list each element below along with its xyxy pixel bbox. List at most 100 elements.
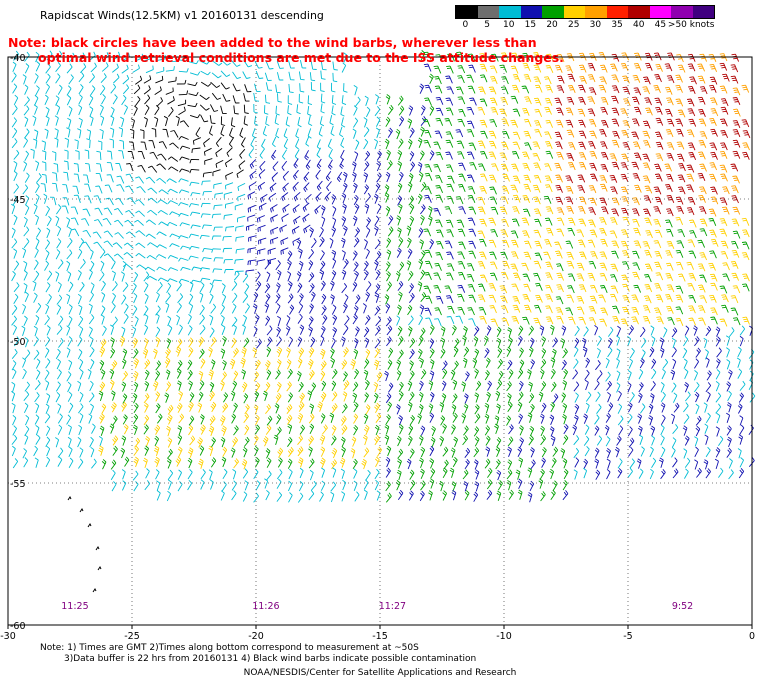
wind-barb	[220, 70, 231, 77]
wind-barb	[651, 358, 657, 369]
wind-barb	[632, 74, 641, 83]
wind-barb	[486, 479, 493, 490]
wind-barb	[89, 291, 94, 302]
wind-barb	[501, 141, 509, 150]
wind-barb	[191, 147, 201, 153]
wind-barb	[255, 457, 260, 468]
wind-barb	[23, 457, 29, 468]
wind-barb	[147, 242, 158, 248]
wind-barb	[110, 390, 116, 401]
wind-barb	[452, 456, 458, 468]
wind-barb	[468, 142, 477, 151]
wind-barb	[46, 270, 53, 281]
wind-barb	[660, 382, 665, 393]
wind-barb	[165, 66, 175, 72]
wind-barb	[73, 163, 80, 173]
wind-barb	[137, 150, 145, 160]
wind-barb	[397, 227, 402, 238]
wind-barb	[442, 490, 448, 501]
wind-barb	[563, 468, 569, 480]
wind-barb	[577, 108, 586, 117]
wind-barb	[67, 496, 72, 501]
wind-barb	[479, 74, 488, 83]
wind-barb	[287, 446, 294, 457]
wind-barb	[545, 84, 553, 93]
wind-barb	[364, 314, 371, 325]
wind-barb	[433, 272, 442, 281]
wind-barb	[445, 139, 454, 148]
wind-barb	[605, 357, 610, 369]
wind-barb	[319, 434, 326, 445]
wind-barb	[675, 294, 684, 303]
wind-barb	[464, 371, 470, 382]
wind-barb	[363, 260, 369, 271]
wind-barb	[240, 357, 246, 368]
wind-barb	[496, 326, 502, 338]
wind-barb	[722, 262, 730, 271]
wind-barb	[552, 446, 559, 457]
x-tick-label: -10	[496, 631, 512, 642]
wind-barb	[23, 315, 28, 326]
wind-barb	[695, 425, 701, 437]
wind-barb	[24, 172, 30, 183]
wind-barb	[264, 105, 269, 115]
wind-barb	[241, 381, 248, 393]
wind-barb	[77, 348, 83, 360]
wind-barb	[576, 229, 585, 238]
wind-barb	[242, 272, 249, 283]
wind-barb	[589, 162, 597, 171]
wind-barb	[22, 74, 27, 85]
wind-barb	[671, 337, 676, 349]
wind-barb	[145, 233, 156, 239]
wind-barb	[622, 120, 631, 129]
wind-barb	[612, 305, 620, 314]
wind-barb	[22, 448, 27, 459]
wind-barb	[78, 238, 84, 249]
wind-barb	[705, 382, 712, 393]
wind-barb	[429, 370, 435, 381]
wind-barb	[134, 96, 141, 107]
contamination-note: Note: black circles have been added to t…	[8, 35, 568, 65]
wind-barb	[396, 315, 401, 326]
wind-barb	[660, 435, 665, 446]
wind-barb	[354, 270, 359, 282]
wind-barb	[270, 204, 278, 213]
wind-barb	[209, 415, 216, 426]
wind-barb	[34, 94, 39, 106]
wind-barb	[478, 163, 486, 172]
wind-barb	[436, 229, 444, 238]
wind-barb	[533, 260, 542, 269]
wind-barb	[458, 241, 466, 250]
wind-barb	[46, 325, 51, 336]
wind-barb	[477, 294, 486, 303]
wind-barb	[221, 456, 227, 468]
wind-barb	[56, 238, 62, 249]
wind-barb	[617, 468, 623, 479]
wind-barb	[252, 303, 258, 314]
wind-barb	[705, 412, 711, 424]
wind-barb	[143, 414, 150, 426]
wind-barb	[452, 379, 458, 390]
wind-barb	[231, 292, 238, 303]
wind-barb	[242, 446, 248, 458]
wind-barb	[165, 381, 172, 392]
wind-barb	[189, 71, 201, 76]
wind-barb	[584, 379, 589, 391]
wind-barb	[133, 402, 139, 414]
wind-barb	[519, 359, 525, 370]
wind-barb	[738, 392, 744, 403]
wind-barb	[456, 219, 465, 228]
wind-barb	[524, 142, 532, 151]
wind-barb	[331, 459, 337, 470]
wind-barb	[177, 380, 182, 391]
wind-barb	[89, 249, 94, 260]
wind-barb	[276, 346, 283, 358]
wind-barb	[543, 195, 552, 204]
wind-barb	[200, 479, 205, 490]
wind-barb	[89, 73, 95, 84]
wind-barb	[419, 380, 424, 392]
wind-barb	[512, 73, 521, 82]
wind-barb	[477, 196, 486, 205]
wind-barb	[385, 414, 391, 425]
wind-barb	[672, 392, 678, 403]
